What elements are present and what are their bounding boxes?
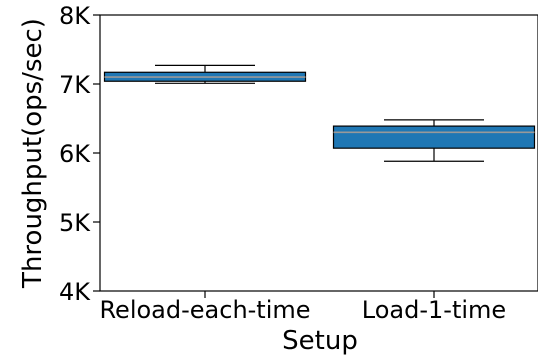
- y-tick-label: 4K: [59, 278, 91, 306]
- x-tick-label: Reload-each-time: [99, 296, 310, 324]
- y-tick-label: 6K: [59, 140, 91, 168]
- x-axis: Reload-each-time Load-1-time: [99, 291, 506, 324]
- box-load-1-time: [332, 119, 536, 162]
- x-tick-label: Load-1-time: [362, 296, 506, 324]
- y-axis-title: Throughput(ops/sec): [18, 18, 48, 289]
- plot-frame: [99, 14, 538, 292]
- box-reload-each-time: [103, 64, 307, 84]
- plot-marks: [103, 64, 536, 162]
- y-axis: 4K 5K 6K 7K 8K: [59, 2, 100, 306]
- y-tick-label: 7K: [59, 71, 91, 99]
- x-axis-title: Setup: [282, 326, 358, 356]
- iqr-box: [332, 125, 536, 149]
- y-tick-label: 5K: [59, 209, 91, 237]
- y-tick-label: 8K: [59, 2, 91, 30]
